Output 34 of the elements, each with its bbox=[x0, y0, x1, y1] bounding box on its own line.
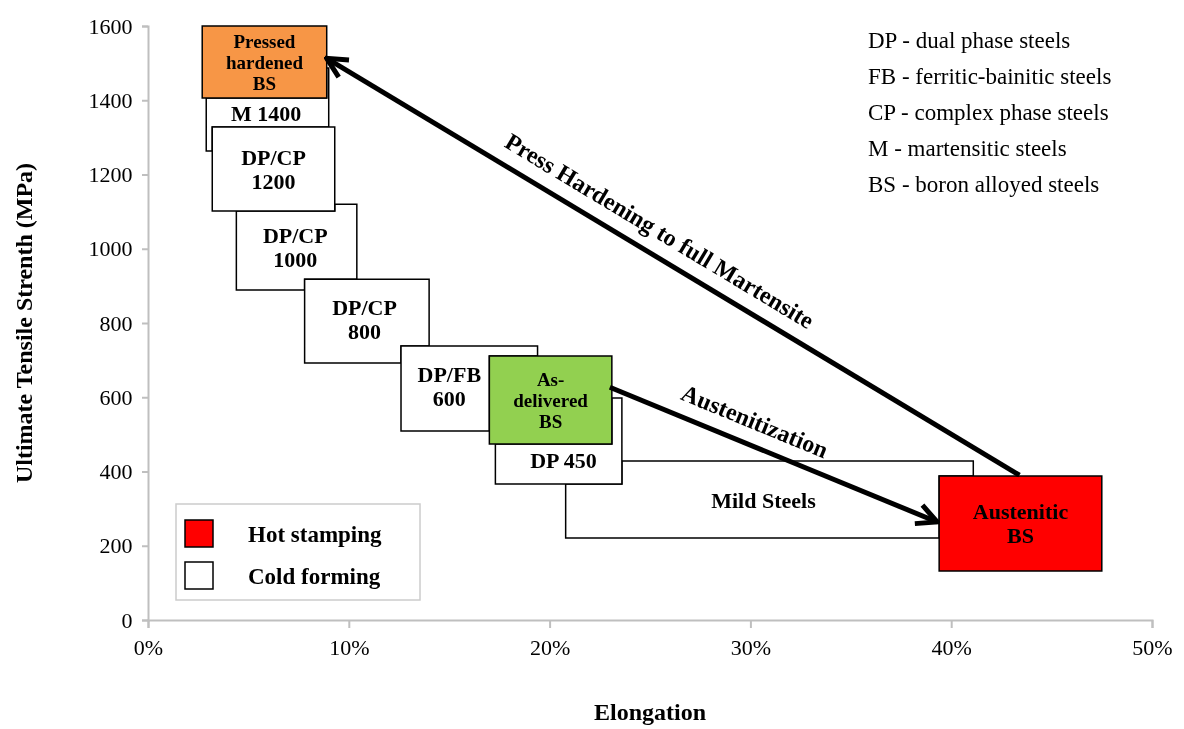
y-tick-label: 200 bbox=[99, 533, 133, 559]
annotation: BS - boron alloyed steels bbox=[868, 172, 1100, 197]
annotation: Hot stamping bbox=[248, 522, 383, 547]
y-tick-label: 1600 bbox=[88, 13, 133, 39]
series-label: DP 450 bbox=[530, 448, 597, 474]
y-tick-label: 600 bbox=[99, 384, 133, 410]
y-tick-label: 800 bbox=[99, 310, 133, 336]
x-tick-label: 30% bbox=[730, 635, 772, 661]
annotation: DP - dual phase steels bbox=[868, 28, 1071, 53]
y-axis-title: Ultimate Tensile Strenth (MPa) bbox=[11, 162, 37, 484]
annotation: M - martensitic steels bbox=[868, 136, 1067, 161]
annotation: Cold forming bbox=[248, 564, 381, 589]
annotation: FB - ferritic-bainitic steels bbox=[868, 64, 1112, 89]
y-tick-label: 400 bbox=[99, 459, 133, 485]
series-label: DP/FB 600 bbox=[417, 361, 482, 412]
x-tick-label: 20% bbox=[529, 635, 571, 661]
series-label: Austenitic BS bbox=[972, 499, 1069, 549]
x-tick-label: 40% bbox=[931, 635, 972, 661]
y-tick-label: 1000 bbox=[88, 236, 133, 262]
x-tick-label: 10% bbox=[329, 635, 370, 661]
series-label: Pressed hardened BS bbox=[225, 30, 304, 94]
series-label: As- delivered BS bbox=[513, 368, 589, 432]
y-tick-label: 1400 bbox=[88, 87, 133, 113]
series-label: DP/CP 800 bbox=[332, 295, 397, 345]
series-label: Mild Steels bbox=[711, 487, 817, 513]
x-tick-label: 0% bbox=[133, 635, 164, 661]
series-label: M 1400 bbox=[231, 100, 302, 126]
annotation: CP - complex phase steels bbox=[868, 100, 1109, 125]
y-tick-label: 1200 bbox=[88, 162, 133, 188]
x-tick-label: 50% bbox=[1132, 635, 1173, 661]
series-label: DP/CP 1000 bbox=[262, 223, 328, 273]
x-axis-title: Elongation bbox=[593, 699, 707, 725]
y-tick-label: 0 bbox=[121, 607, 133, 633]
series-label: DP/CP 1200 bbox=[241, 144, 306, 194]
